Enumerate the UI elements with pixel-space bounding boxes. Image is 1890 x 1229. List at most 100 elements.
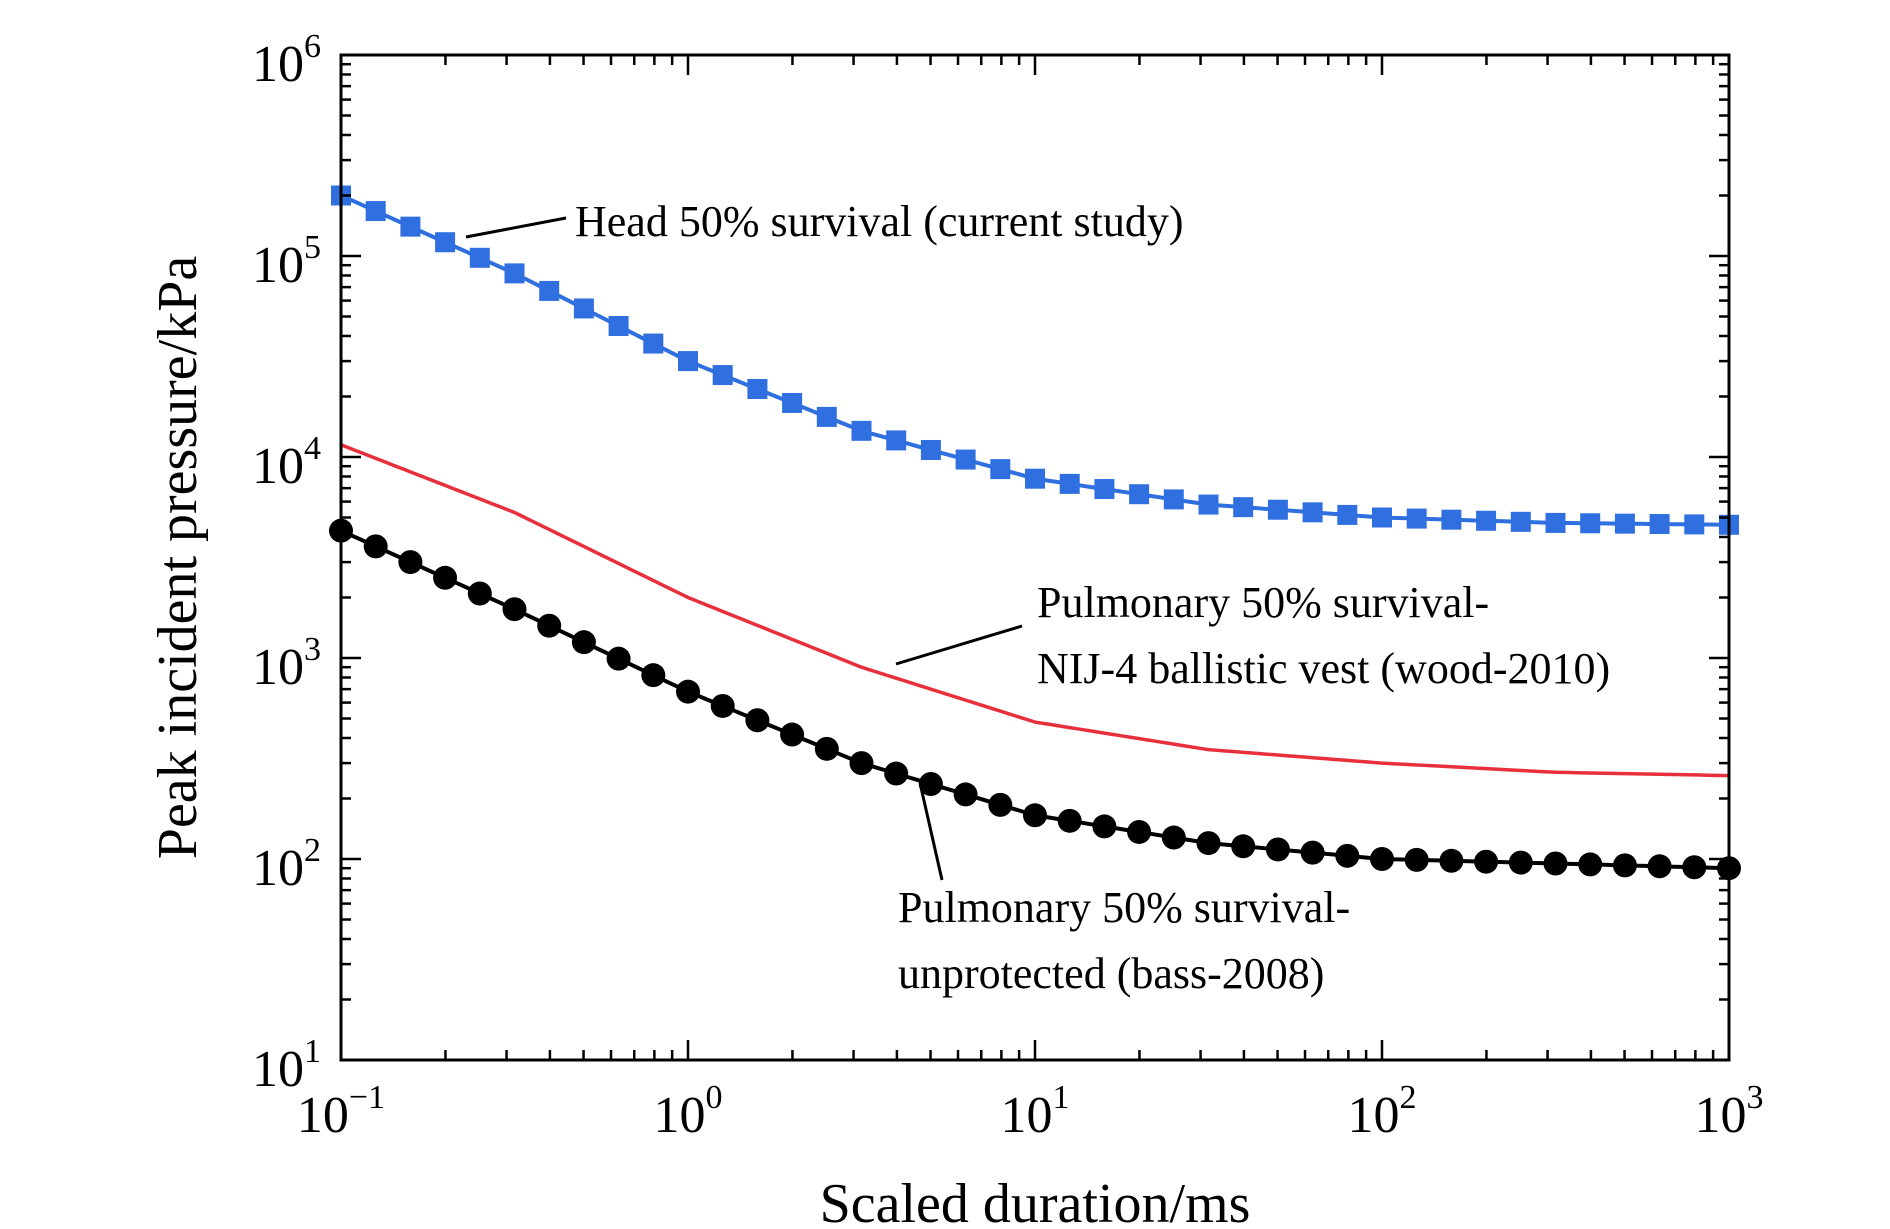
annotation-label: Pulmonary 50% survival-unprotected (bass…: [898, 883, 1350, 998]
series-marker: [1476, 510, 1497, 531]
series-marker: [953, 782, 978, 807]
y-tick-label: 105: [252, 229, 321, 294]
annotation-line: unprotected (bass-2008): [898, 949, 1324, 998]
series-marker: [1370, 847, 1394, 871]
y-tick-label: 104: [252, 430, 321, 495]
y-tick-label: 106: [252, 28, 321, 93]
series-marker: [884, 761, 909, 786]
series-marker: [918, 771, 943, 796]
series-marker: [920, 439, 941, 460]
x-tick-label: 102: [1348, 1079, 1417, 1144]
series-marker: [1302, 502, 1323, 523]
annotation-leader: [465, 216, 567, 239]
series-marker: [641, 663, 666, 688]
series-marker: [1233, 497, 1254, 518]
series-layer: [329, 185, 1741, 881]
series-marker: [469, 247, 490, 268]
series-marker: [1510, 511, 1531, 532]
series-marker: [363, 534, 388, 559]
annotation-line: Pulmonary 50% survival-: [898, 883, 1350, 932]
series-marker: [1404, 847, 1429, 872]
annotation-line: NIJ-4 ballistic vest (wood-2010): [1037, 644, 1610, 693]
series-marker: [504, 263, 525, 284]
series-marker: [747, 378, 768, 399]
series-marker: [435, 232, 456, 253]
plot-frame: [339, 53, 1731, 1062]
series-marker: [606, 646, 631, 671]
series-marker: [1439, 848, 1464, 873]
x-tick-label: 100: [654, 1079, 723, 1144]
series-line: [340, 443, 1730, 778]
series-marker: [712, 365, 733, 386]
series-marker: [537, 613, 562, 638]
series-marker: [1508, 850, 1533, 875]
series-marker: [1647, 854, 1672, 879]
x-axis-title: Scaled duration/ms: [820, 1173, 1251, 1229]
x-tick-label: 10−1: [297, 1079, 385, 1144]
series-marker: [1441, 509, 1462, 530]
series-marker: [990, 459, 1011, 480]
series-marker: [1127, 819, 1152, 844]
series-marker: [1023, 803, 1047, 828]
series-marker: [571, 630, 596, 655]
series-marker: [1059, 473, 1080, 494]
series-marker: [1196, 831, 1221, 856]
annotation-leader: [895, 624, 1023, 666]
x-tick-label: 101: [1001, 1079, 1070, 1144]
series-marker: [1265, 837, 1290, 862]
series-marker: [400, 216, 421, 237]
series-marker: [1612, 853, 1637, 878]
series-marker: [365, 201, 386, 222]
series-marker: [1129, 484, 1150, 505]
series-marker: [1198, 494, 1219, 515]
series-marker: [710, 693, 735, 718]
series-marker: [1337, 504, 1358, 525]
series-marker: [539, 280, 560, 301]
series-marker: [676, 679, 700, 704]
annotation-leader: [918, 782, 944, 881]
series-marker: [886, 430, 907, 451]
series-marker: [1300, 840, 1325, 865]
annotation-label: Pulmonary 50% survival- NIJ-4 ballistic v…: [1037, 578, 1610, 693]
series-marker: [1231, 834, 1256, 859]
labels-layer: 10−1 100 101 102 103 101 102 103 104 105 106: [252, 28, 1764, 1144]
series-marker: [502, 597, 527, 622]
series-marker: [849, 751, 874, 776]
series-marker: [433, 565, 458, 590]
series-marker: [573, 298, 594, 319]
series-marker: [988, 792, 1013, 817]
series-marker: [1474, 849, 1499, 874]
y-tick-label: 102: [252, 832, 321, 897]
series-marker: [1372, 507, 1392, 528]
series-marker: [1163, 489, 1184, 510]
series-marker: [1025, 468, 1045, 489]
series-marker: [851, 420, 872, 441]
annot-layer: Head 50% survival (current study) Pulmona…: [465, 197, 1610, 998]
series-marker: [1614, 513, 1635, 534]
series-marker: [816, 406, 837, 427]
series-marker: [1335, 843, 1360, 868]
series-marker: [467, 581, 492, 606]
series-marker: [780, 722, 805, 747]
annotation-label: Head 50% survival (current study): [575, 197, 1183, 246]
series-2: [329, 518, 1741, 881]
series-marker: [398, 550, 423, 575]
series-marker: [643, 333, 664, 354]
y-tick-label: 101: [252, 1033, 321, 1098]
series-1: [340, 443, 1730, 778]
x-tick-label: 103: [1695, 1079, 1764, 1144]
series-marker: [1545, 512, 1566, 533]
annotation-line: Head 50% survival (current study): [575, 197, 1183, 246]
series-marker: [1094, 479, 1115, 500]
series-marker: [955, 449, 976, 470]
series-marker: [1092, 814, 1117, 839]
series-marker: [1406, 508, 1427, 529]
series-marker: [1684, 514, 1705, 535]
series-0: [331, 185, 1739, 535]
series-marker: [1057, 808, 1082, 833]
series-marker: [1580, 513, 1601, 534]
y-axis-title: Peak incident pressure/kPa: [147, 256, 209, 860]
series-marker: [1682, 855, 1707, 880]
series-marker: [1649, 514, 1670, 535]
